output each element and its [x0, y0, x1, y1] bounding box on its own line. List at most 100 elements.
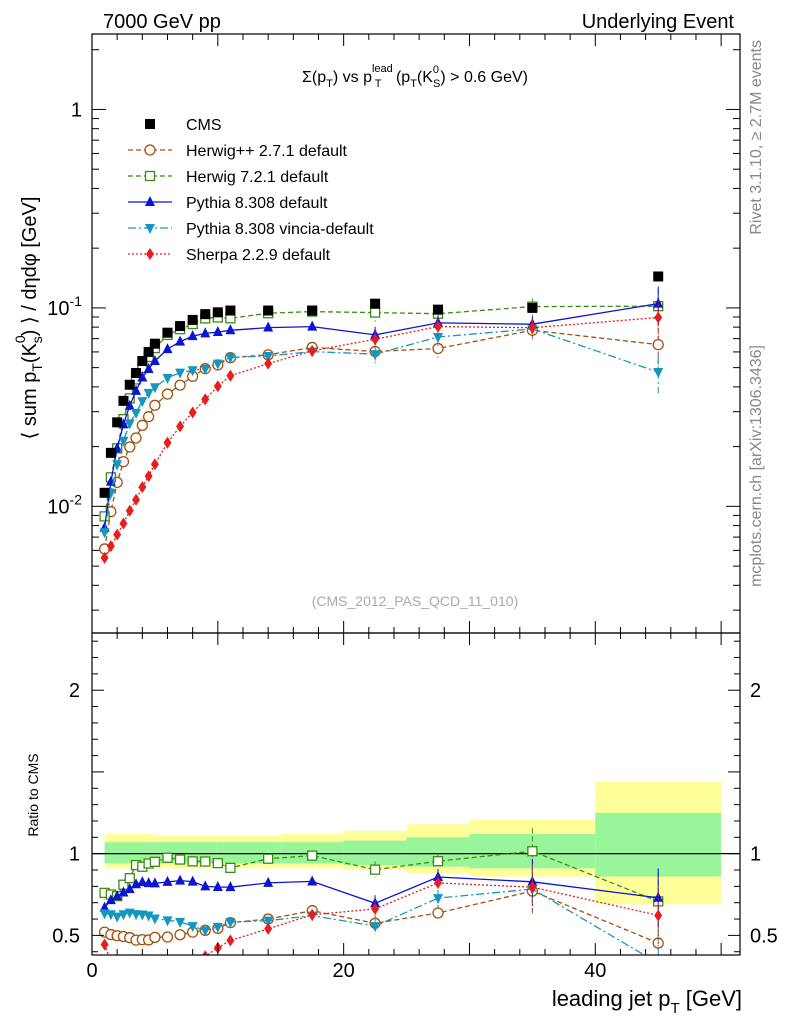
main-point: [263, 352, 274, 363]
ratio-point: [263, 916, 274, 927]
main-point: [307, 320, 318, 331]
main-point: [653, 368, 664, 379]
legend-marker: [145, 224, 155, 234]
main-point: [112, 460, 123, 471]
ratio-point: [212, 857, 223, 869]
ratio-point: [124, 883, 135, 894]
ratio-point: [175, 874, 186, 885]
main-point: [106, 540, 115, 553]
main-point: [125, 504, 134, 517]
ratio-point: [433, 894, 444, 905]
main-series-layer: [98, 271, 664, 564]
main-series-line: [104, 316, 659, 559]
main-point: [161, 388, 174, 400]
ratio-y-tick-label-right: 0.5: [750, 925, 778, 947]
ratio-point: [118, 886, 129, 897]
main-point: [143, 388, 154, 399]
main-point: [264, 357, 273, 370]
main-series-1: [98, 322, 664, 555]
ratio-point: [107, 956, 115, 968]
ratio-uncertainty-bands: [104, 781, 722, 905]
ratio-point: [263, 876, 274, 887]
main-point: [200, 327, 211, 338]
main-point: [212, 359, 223, 370]
ratio-point: [225, 881, 236, 892]
legend-entry: Pythia 8.308 vincia-default: [128, 221, 374, 238]
main-point: [124, 441, 136, 453]
ratio-band-inner: [104, 842, 155, 864]
ratio-series-line: [104, 890, 659, 944]
ratio-point: [132, 974, 140, 986]
main-point: [118, 395, 129, 406]
ratio-point: [151, 971, 159, 983]
main-point: [175, 335, 186, 346]
main-point: [175, 368, 186, 379]
legend-label: Pythia 8.308 default: [186, 195, 328, 212]
ratio-point: [105, 894, 116, 905]
ratio-point: [225, 918, 236, 929]
main-point: [100, 551, 109, 564]
main-series-4: [99, 320, 664, 539]
legend-label: CMS: [186, 117, 222, 134]
ratio-point: [162, 852, 173, 863]
main-point: [371, 333, 380, 346]
ratio-point: [187, 875, 198, 886]
ratio-point: [175, 917, 186, 928]
legend-marker: [146, 248, 154, 260]
main-point: [131, 384, 142, 395]
main-series-0: [99, 271, 664, 498]
ratio-point: [528, 881, 537, 894]
main-point: [99, 511, 110, 522]
main-point: [105, 447, 116, 458]
ratio-point: [200, 926, 211, 937]
main-point: [119, 517, 128, 530]
legend-label: Pythia 8.308 vincia-default: [186, 221, 374, 238]
main-point: [162, 373, 173, 384]
main-point: [112, 417, 123, 428]
main-point: [263, 305, 274, 316]
main-point: [131, 408, 142, 419]
ratio-point: [527, 846, 538, 857]
main-point: [212, 326, 223, 337]
main-point: [138, 481, 147, 494]
legend-marker: [144, 144, 156, 156]
main-point: [175, 321, 186, 332]
main-point: [225, 353, 236, 364]
ratio-point: [653, 959, 663, 969]
ratio-point: [200, 856, 211, 867]
ratio-y-tick-label-left: 0.5: [52, 925, 80, 947]
main-point: [263, 321, 274, 332]
ratio-point: [307, 850, 318, 861]
main-point: [118, 436, 129, 447]
ratio-y-tick-label-right: 2: [750, 680, 761, 702]
legend-entry: Herwig++ 2.7.1 default: [128, 143, 348, 160]
y-tick-label: 10-2: [47, 491, 82, 518]
ratio-point: [263, 853, 274, 864]
main-point: [213, 380, 222, 393]
legend-marker: [145, 119, 155, 129]
ratio-point: [118, 910, 129, 921]
main-point: [226, 369, 235, 382]
ratio-point: [124, 873, 135, 884]
main-point: [308, 344, 317, 357]
ratio-point: [225, 862, 236, 874]
ratio-series-layer: [98, 828, 664, 986]
ratio-point: [143, 911, 154, 922]
ratio-point: [174, 854, 186, 865]
header-right: Underlying Event: [582, 11, 735, 33]
main-point: [143, 346, 154, 357]
analysis-watermark: (CMS_2012_PAS_QCD_11_010): [312, 593, 519, 609]
main-point: [99, 528, 110, 539]
ratio-point: [149, 856, 161, 867]
ratio-point: [137, 876, 148, 887]
main-point: [212, 307, 223, 318]
legend-label: Herwig++ 2.7.1 default: [186, 143, 348, 160]
main-point: [149, 399, 161, 411]
legend-entry: Pythia 8.308 default: [128, 195, 328, 212]
main-point: [162, 343, 173, 354]
ratio-point: [307, 875, 318, 886]
ratio-point: [432, 907, 444, 919]
legend-entry: CMS: [145, 117, 222, 134]
ratio-plot-frame: [91, 632, 741, 956]
